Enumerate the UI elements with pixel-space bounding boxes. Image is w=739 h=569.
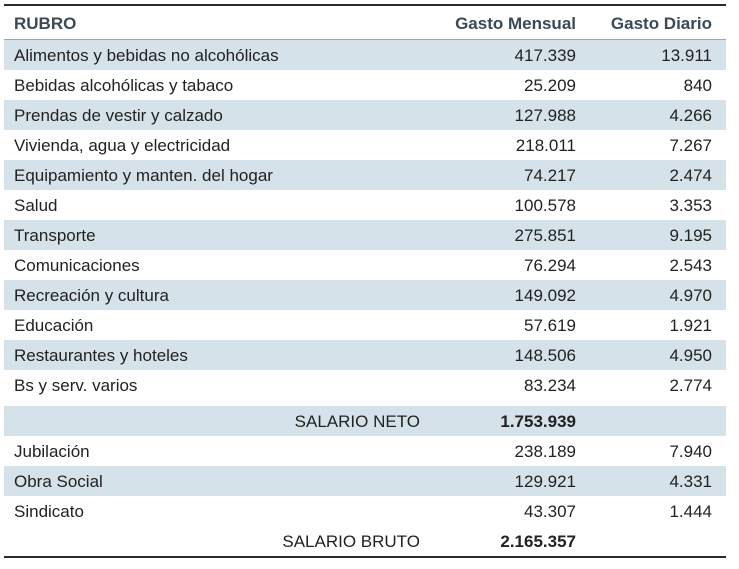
table-row: Educación 57.619 1.921: [4, 310, 726, 340]
row-mensual: 100.578: [514, 196, 576, 215]
row-rubro: Recreación y cultura: [14, 286, 169, 305]
row-mensual: 43.307: [524, 502, 576, 521]
table-row: Salud 100.578 3.353: [4, 190, 726, 220]
row-rubro: Salud: [14, 196, 58, 215]
table-row: Comunicaciones 76.294 2.543: [4, 250, 726, 280]
row-diario: 4.266: [669, 106, 712, 125]
table-row: Restaurantes y hoteles 148.506 4.950: [4, 340, 726, 370]
header-rubro: RUBRO: [14, 14, 77, 33]
header-gasto-diario: Gasto Diario: [610, 14, 712, 33]
salario-bruto-value: 2.165.357: [500, 532, 576, 551]
row-mensual: 57.619: [524, 316, 576, 335]
row-rubro: Equipamiento y manten. del hogar: [14, 166, 273, 185]
table-row: Equipamiento y manten. del hogar 74.217 …: [4, 160, 726, 190]
row-mensual: 275.851: [514, 226, 576, 245]
salario-neto-label: SALARIO NETO: [294, 412, 420, 431]
row-diario: 9.195: [669, 226, 712, 245]
row-mensual: 83.234: [524, 376, 576, 395]
row-diario: 4.950: [669, 346, 712, 365]
row-diario: 1.921: [669, 316, 712, 335]
row-diario: 4.970: [669, 286, 712, 305]
row-rubro: Vivienda, agua y electricidad: [14, 136, 231, 155]
row-diario: 7.940: [669, 442, 712, 461]
row-rubro: Jubilación: [14, 442, 90, 461]
table-row: Recreación y cultura 149.092 4.970: [4, 280, 726, 310]
header-rule: [4, 39, 726, 40]
row-diario: 2.474: [669, 166, 712, 185]
table-row: Jubilación 238.189 7.940: [4, 436, 726, 466]
row-mensual: 129.921: [514, 472, 576, 491]
salario-bruto-label: SALARIO BRUTO: [282, 532, 420, 551]
row-rubro: Educación: [14, 316, 94, 335]
row-diario: 840: [683, 76, 712, 95]
row-mensual: 127.988: [514, 106, 576, 125]
table-row: Prendas de vestir y calzado 127.988 4.26…: [4, 100, 726, 130]
table-header: RUBRO Gasto Mensual Gasto Diario: [4, 6, 726, 38]
table-row: Obra Social 129.921 4.331: [4, 466, 726, 496]
table-bottom-rule: [4, 556, 726, 558]
row-rubro: Alimentos y bebidas no alcohólicas: [14, 46, 279, 65]
row-diario: 2.774: [669, 376, 712, 395]
row-rubro: Obra Social: [14, 472, 103, 491]
row-mensual: 76.294: [524, 256, 576, 275]
row-diario: 3.353: [669, 196, 712, 215]
header-gasto-mensual: Gasto Mensual: [455, 14, 576, 33]
table-row: Bs y serv. varios 83.234 2.774: [4, 370, 726, 400]
table-row: Bebidas alcohólicas y tabaco 25.209 840: [4, 70, 726, 100]
row-rubro: Prendas de vestir y calzado: [14, 106, 223, 125]
row-mensual: 417.339: [514, 46, 576, 65]
table-row: Sindicato 43.307 1.444: [4, 496, 726, 526]
table-row: Transporte 275.851 9.195: [4, 220, 726, 250]
salario-neto-row: SALARIO NETO 1.753.939: [4, 406, 726, 436]
row-rubro: Transporte: [14, 226, 96, 245]
row-rubro: Bs y serv. varios: [14, 376, 138, 395]
table-row: Vivienda, agua y electricidad 218.011 7.…: [4, 130, 726, 160]
row-diario: 1.444: [669, 502, 712, 521]
row-rubro: Bebidas alcohólicas y tabaco: [14, 76, 234, 95]
salario-bruto-row: SALARIO BRUTO 2.165.357: [4, 526, 726, 556]
row-diario: 13.911: [661, 46, 712, 65]
row-mensual: 218.011: [515, 136, 576, 155]
salario-neto-value: 1.753.939: [500, 412, 576, 431]
row-mensual: 74.217: [524, 166, 576, 185]
row-rubro: Comunicaciones: [14, 256, 140, 275]
row-rubro: Restaurantes y hoteles: [14, 346, 188, 365]
table-row: Alimentos y bebidas no alcohólicas 417.3…: [4, 40, 726, 70]
row-diario: 2.543: [669, 256, 712, 275]
row-mensual: 238.189: [514, 442, 576, 461]
row-mensual: 148.506: [514, 346, 576, 365]
row-mensual: 149.092: [514, 286, 576, 305]
row-rubro: Sindicato: [14, 502, 84, 521]
table-top-rule: [4, 4, 726, 6]
row-mensual: 25.209: [524, 76, 576, 95]
row-diario: 7.267: [669, 136, 712, 155]
row-diario: 4.331: [669, 472, 712, 491]
